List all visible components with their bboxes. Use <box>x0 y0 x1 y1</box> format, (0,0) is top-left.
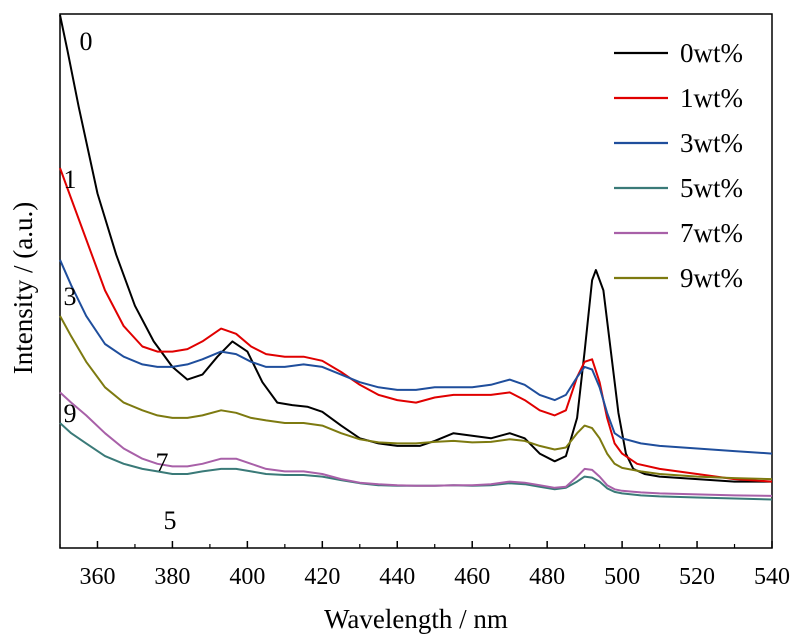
x-tick-label-420: 420 <box>304 564 340 590</box>
legend-label-5: 5wt% <box>680 173 743 203</box>
legend-label-0: 0wt% <box>680 38 743 68</box>
y-axis-title: Intensity / (a.u.) <box>8 202 38 374</box>
x-tick-label-440: 440 <box>379 564 415 590</box>
x-tick-label-400: 400 <box>229 564 265 590</box>
x-tick-label-460: 460 <box>454 564 490 590</box>
x-tick-label-500: 500 <box>604 564 640 590</box>
legend-label-3: 3wt% <box>680 128 743 158</box>
x-tick-label-380: 380 <box>154 564 190 590</box>
curve-label-3: 3 <box>64 282 77 311</box>
x-tick-label-520: 520 <box>679 564 715 590</box>
curve-label-9: 9 <box>64 399 77 428</box>
x-tick-label-540: 540 <box>754 564 790 590</box>
x-tick-label-480: 480 <box>529 564 565 590</box>
series-line-9 <box>59 315 773 481</box>
curve-label-1: 1 <box>64 165 77 194</box>
series-line-1 <box>59 167 773 483</box>
curve-label-5: 5 <box>164 506 177 535</box>
series-line-3 <box>59 259 773 455</box>
legend-label-9: 9wt% <box>680 263 743 293</box>
series-lines <box>59 14 773 501</box>
series-line-7 <box>59 391 773 497</box>
legend-label-1: 1wt% <box>680 83 743 113</box>
plot-frame <box>59 13 773 549</box>
legend-label-7: 7wt% <box>680 218 743 248</box>
legend: 0wt% 1wt% 3wt% 5wt% 7wt% 9wt% <box>614 38 743 293</box>
series-line-0 <box>59 14 772 483</box>
curve-labels: 0 1 3 5 7 9 <box>64 27 177 535</box>
x-axis-title: Wavelength / nm <box>324 604 508 634</box>
curve-label-0: 0 <box>80 27 93 56</box>
curve-label-7: 7 <box>156 448 169 477</box>
x-tick-label-360: 360 <box>79 564 115 590</box>
x-axis: 360 380 400 420 440 460 480 500 520 540 <box>59 541 790 590</box>
